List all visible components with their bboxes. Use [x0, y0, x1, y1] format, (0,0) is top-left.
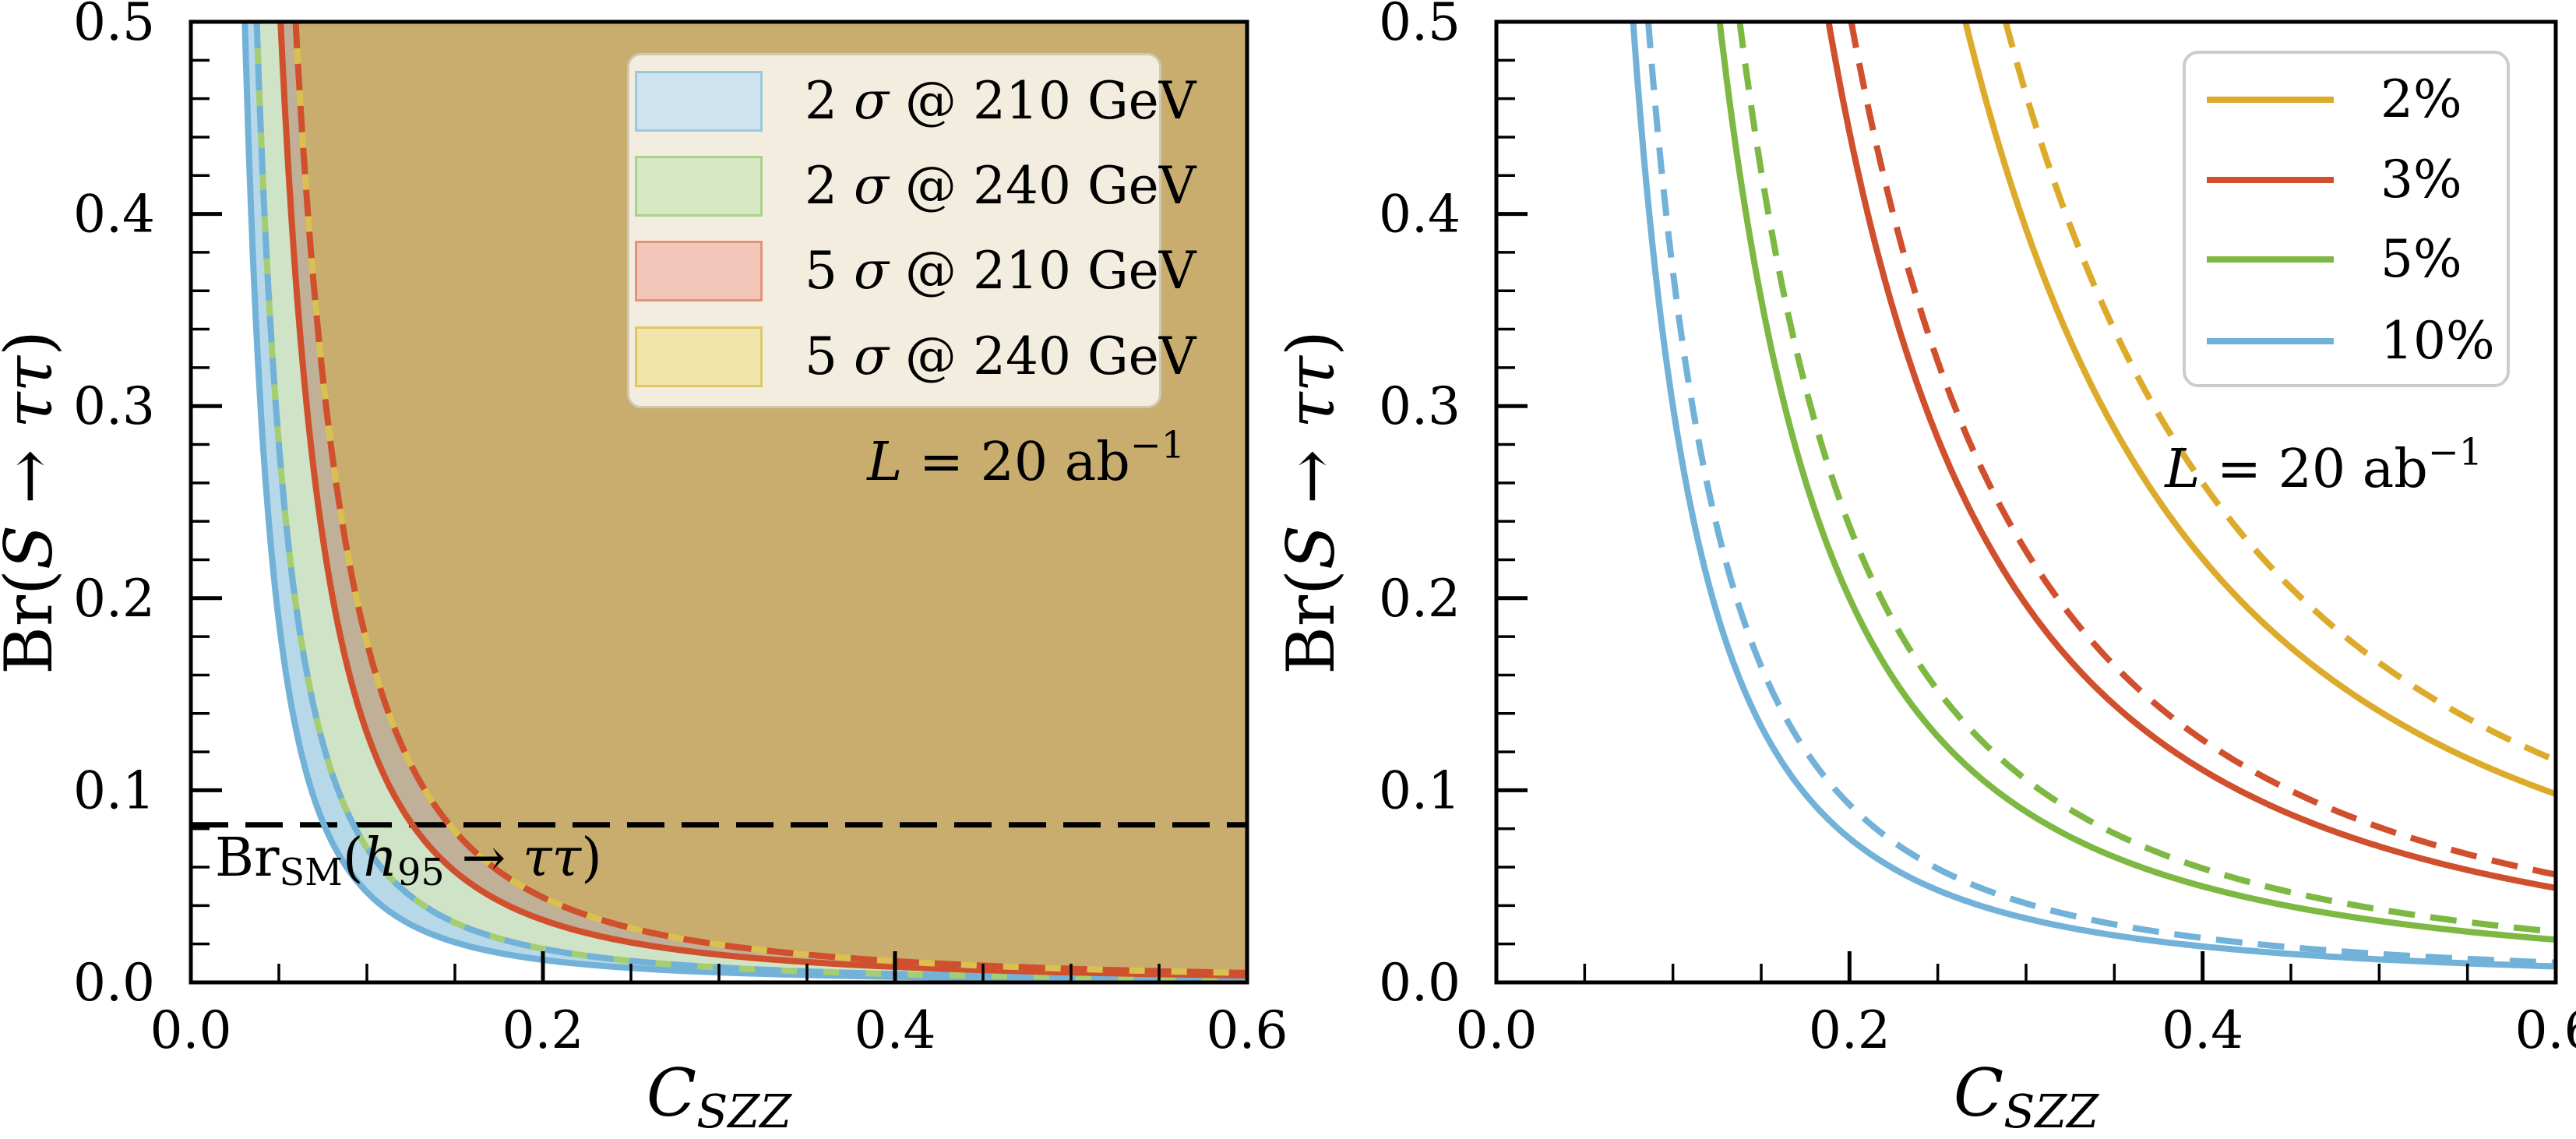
precision-panel-plot-area [1630, 22, 2556, 970]
x-axis-label: CSZZ​ [1954, 1055, 2099, 1138]
legend-item-2sigma-210: 2 σ @ 210 GeV [635, 70, 1196, 132]
legend-item-3pct: 3% [2191, 149, 2501, 211]
x-tick-label: 0.4 [2162, 1000, 2243, 1060]
legend-label: 5 σ @ 210 GeV [805, 241, 1196, 301]
x-tick-label: 0.6 [2515, 1000, 2576, 1060]
legend-line-10pct [2207, 338, 2334, 344]
y-tick-label: 0.0 [73, 953, 155, 1013]
ticks [1494, 19, 2558, 985]
curve-5-240-gev [292, 22, 1247, 976]
y-axis-label: Br(S → ττ) [1273, 330, 1349, 675]
curve-10-solid [1630, 22, 2556, 970]
curve-5-210-gev [277, 22, 1247, 979]
y-tick-label: 0.5 [73, 0, 155, 52]
legend-item-5pct: 5% [2191, 228, 2501, 291]
legend-item-5sigma-210: 5 σ @ 210 GeV [635, 240, 1196, 302]
legend-item-2pct: 2% [2191, 69, 2501, 131]
luminosity-annotation: L = 20 ab−1​ [2163, 431, 2483, 500]
y-tick-label: 0.5 [1379, 0, 1461, 52]
legend-patch-5sigma-210 [635, 241, 763, 302]
curve-3-solid [1825, 22, 2556, 891]
y-tick-label: 0.2 [1379, 569, 1461, 629]
x-tick-label: 0.2 [1809, 1000, 1891, 1060]
legend-label: 2 σ @ 240 GeV [805, 156, 1196, 216]
legend-item-5sigma-240: 5 σ @ 240 GeV [635, 326, 1196, 388]
y-tick-label: 0.0 [1379, 953, 1461, 1013]
y-axis-label: Br(S → ττ) [0, 330, 67, 675]
legend-label: 10% [2380, 311, 2495, 371]
legend-line-3pct [2207, 177, 2334, 183]
y-tick-label: 0.3 [1379, 376, 1461, 436]
x-tick-label: 0.2 [502, 1000, 584, 1060]
curve-10-dashed [1645, 22, 2556, 966]
legend-item-10pct: 10% [2191, 310, 2501, 372]
y-tick-label: 0.3 [73, 376, 155, 436]
luminosity-annotation: L = 20 ab−1​ [865, 424, 1185, 493]
y-tick-label: 0.1 [1379, 760, 1461, 820]
legend-patch-5sigma-240 [635, 326, 763, 387]
brsm-reference-label: BrSM(h95 → ττ) [215, 827, 602, 894]
legend-precision: 2% 3% 5% 10% [2183, 51, 2510, 387]
curve-2-dashed [2002, 22, 2556, 763]
y-tick-label: 0.1 [73, 760, 155, 820]
legend-label: 3% [2380, 150, 2462, 210]
legend-line-2pct [2207, 97, 2334, 103]
curve-5-dashed [1736, 22, 2556, 935]
curve-underlay-1 [253, 22, 1247, 982]
y-tick-label: 0.4 [73, 185, 155, 245]
legend-significance: 2 σ @ 210 GeV 2 σ @ 240 GeV 5 σ @ 210 Ge… [627, 53, 1196, 408]
curve-2-solid [1962, 22, 2556, 797]
curve-2-240-gev [253, 22, 1247, 982]
x-axis-label: CSZZ​ [647, 1055, 792, 1138]
curve-2-210-gev [241, 22, 1247, 982]
legend-label: 5 σ @ 240 GeV [805, 326, 1196, 386]
curve-5-solid [1716, 22, 2556, 943]
legend-label: 2 σ @ 210 GeV [805, 71, 1196, 131]
legend-patch-2sigma-210 [635, 71, 763, 132]
ticks [189, 19, 1249, 985]
x-tick-label: 0.0 [150, 1000, 232, 1060]
legend-label: 2% [2380, 69, 2462, 129]
legend-label: 5% [2380, 229, 2462, 289]
curve-underlay-3 [292, 22, 1247, 976]
legend-line-5pct [2207, 256, 2334, 263]
legend-patch-2sigma-240 [635, 156, 763, 217]
legend-item-2sigma-240: 2 σ @ 240 GeV [635, 155, 1196, 217]
y-tick-label: 0.2 [73, 569, 155, 629]
x-tick-label: 0.0 [1456, 1000, 1538, 1060]
x-tick-label: 0.4 [855, 1000, 936, 1060]
x-tick-label: 0.6 [1207, 1000, 1288, 1060]
y-tick-label: 0.4 [1379, 185, 1461, 245]
curve-3-dashed [1848, 22, 2556, 878]
